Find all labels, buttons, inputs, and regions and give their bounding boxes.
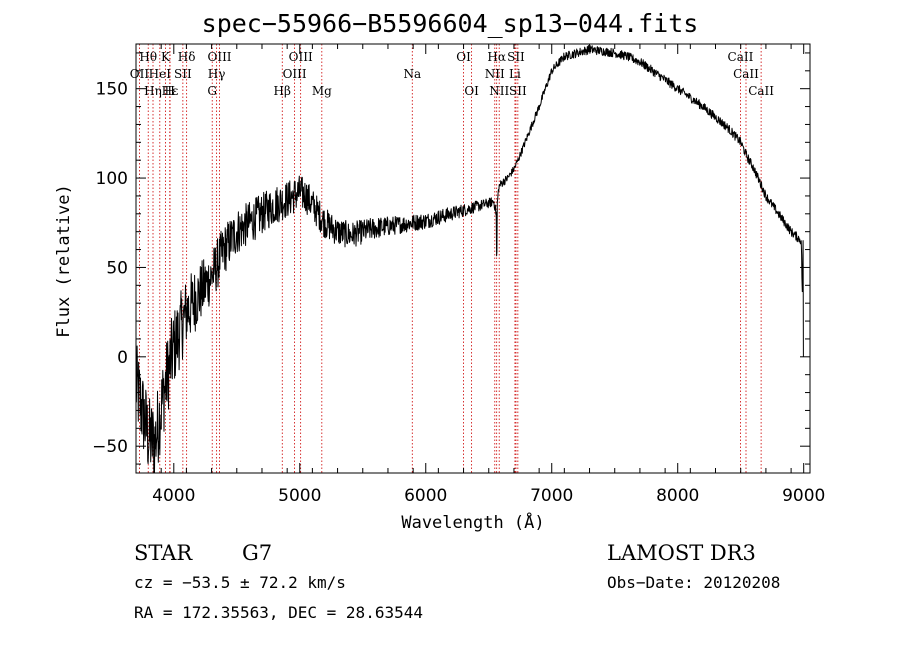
line-label-12: Hγ bbox=[208, 67, 226, 81]
line-label-26: SII bbox=[509, 84, 527, 98]
x-tick-label-1: 5000 bbox=[278, 486, 321, 506]
x-tick-label-5: 9000 bbox=[782, 486, 825, 506]
redshift-text: cz = −53.5 ± 72.2 km/s bbox=[134, 573, 346, 592]
line-label-15: NII bbox=[485, 67, 505, 81]
y-tick-label-3: 100 bbox=[96, 169, 128, 189]
flux-line bbox=[135, 45, 804, 474]
y-tick-label-1: 0 bbox=[117, 348, 128, 368]
object-subclass: G7 bbox=[242, 541, 273, 565]
line-label-18: Hε bbox=[162, 84, 179, 98]
line-label-13: OIII bbox=[283, 67, 307, 81]
line-label-17: CaII bbox=[733, 67, 759, 81]
axis-ticks: 4000 5000 6000 7000 8000 9000 −50 0 50 100 150 bbox=[92, 44, 825, 506]
line-label-8: CaII bbox=[728, 50, 754, 64]
line-label-1: K bbox=[161, 50, 171, 64]
line-label-22: Hβ bbox=[274, 84, 291, 98]
line-label-10: HeI bbox=[149, 67, 172, 81]
y-tick-label-0: −50 bbox=[92, 437, 128, 457]
x-tick-label-3: 7000 bbox=[530, 486, 573, 506]
object-class: STAR bbox=[134, 541, 193, 565]
y-tick-label-2: 50 bbox=[106, 258, 128, 278]
y-tick-label-4: 150 bbox=[96, 80, 128, 100]
line-label-0: Hθ bbox=[139, 50, 157, 64]
line-label-14: Na bbox=[403, 67, 421, 81]
x-axis-label: Wavelength (Å) bbox=[401, 511, 544, 533]
chart-title: spec−55966−B5596604_sp13−044.fits bbox=[201, 9, 699, 38]
survey-name: LAMOST DR3 bbox=[607, 541, 756, 565]
line-label-7: SII bbox=[507, 50, 525, 64]
line-label-4: OIII bbox=[289, 50, 313, 64]
spectral-line-markers bbox=[139, 44, 762, 473]
line-label-6: Hα bbox=[487, 50, 506, 64]
x-tick-label-2: 6000 bbox=[404, 486, 447, 506]
line-label-20: H bbox=[165, 84, 175, 98]
line-label-24: OI bbox=[464, 84, 479, 98]
coordinates-text: RA = 172.35563, DEC = 28.63544 bbox=[134, 603, 423, 622]
line-label-5: OI bbox=[456, 50, 471, 64]
x-tick-label-0: 4000 bbox=[152, 486, 195, 506]
y-axis-label: Flux (relative) bbox=[54, 184, 74, 338]
line-label-2: Hδ bbox=[178, 50, 196, 64]
observation-date: Obs−Date: 20120208 bbox=[607, 573, 781, 592]
line-label-16: Li bbox=[509, 67, 521, 81]
plot-frame bbox=[135, 43, 811, 474]
flux-series bbox=[135, 45, 804, 474]
line-label-23: Mg bbox=[312, 84, 332, 98]
line-label-25: NII bbox=[489, 84, 509, 98]
x-tick-label-4: 8000 bbox=[656, 486, 699, 506]
line-label-19: Hη bbox=[144, 84, 162, 98]
line-label-9: OII bbox=[130, 67, 150, 81]
line-label-27: CaII bbox=[748, 84, 774, 98]
line-label-11: SII bbox=[174, 67, 192, 81]
line-label-21: G bbox=[207, 84, 217, 98]
line-label-3: OIII bbox=[207, 50, 231, 64]
